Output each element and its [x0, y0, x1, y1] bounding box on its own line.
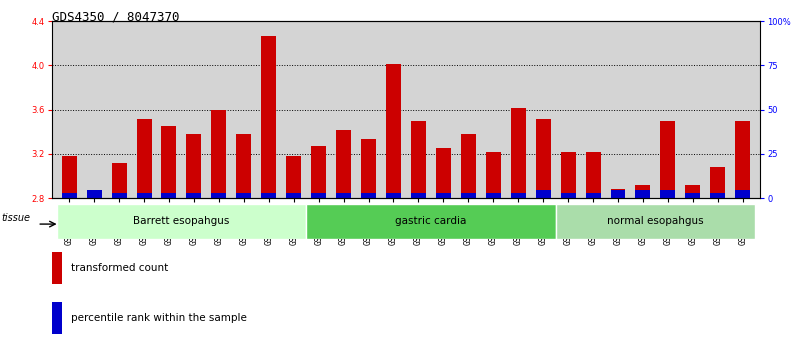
Bar — [236, 134, 252, 198]
Bar — [611, 189, 626, 198]
Bar — [560, 193, 576, 198]
Bar — [436, 193, 451, 198]
Bar — [710, 167, 725, 198]
Bar — [212, 110, 226, 198]
Text: normal esopahgus: normal esopahgus — [607, 216, 704, 226]
Bar — [261, 193, 276, 198]
Bar — [87, 190, 102, 198]
Bar — [736, 190, 750, 198]
Bar — [386, 193, 401, 198]
Bar — [111, 163, 127, 198]
Bar — [736, 121, 750, 198]
Bar — [336, 193, 351, 198]
Bar — [685, 193, 700, 198]
Bar — [386, 64, 401, 198]
Bar — [137, 193, 151, 198]
Bar — [661, 190, 675, 198]
Bar — [685, 185, 700, 198]
Bar — [336, 130, 351, 198]
Bar — [186, 193, 201, 198]
Text: Barrett esopahgus: Barrett esopahgus — [133, 216, 229, 226]
Bar — [186, 134, 201, 198]
Bar — [635, 190, 650, 198]
Bar — [62, 193, 76, 198]
Text: gastric cardia: gastric cardia — [396, 216, 466, 226]
Bar — [87, 194, 102, 198]
Bar — [511, 108, 525, 198]
Bar — [536, 190, 551, 198]
Bar — [306, 204, 556, 239]
Bar — [52, 302, 62, 333]
Bar — [486, 193, 501, 198]
Text: percentile rank within the sample: percentile rank within the sample — [71, 313, 247, 323]
Bar — [511, 193, 525, 198]
Bar — [411, 193, 426, 198]
Bar — [486, 152, 501, 198]
Bar — [62, 156, 76, 198]
Bar — [411, 121, 426, 198]
Bar — [556, 204, 755, 239]
Bar — [710, 193, 725, 198]
Bar — [461, 193, 476, 198]
Bar — [111, 193, 127, 198]
Bar — [586, 152, 600, 198]
Bar — [162, 193, 177, 198]
Bar — [361, 138, 376, 198]
Bar — [536, 119, 551, 198]
Bar — [236, 193, 252, 198]
Bar — [212, 193, 226, 198]
Bar — [436, 148, 451, 198]
Bar — [287, 193, 301, 198]
Bar — [461, 134, 476, 198]
Bar — [311, 193, 326, 198]
Text: transformed count: transformed count — [71, 263, 168, 273]
Bar — [162, 126, 177, 198]
Bar — [635, 185, 650, 198]
Bar — [611, 190, 626, 198]
Bar — [261, 36, 276, 198]
Text: tissue: tissue — [1, 213, 30, 223]
Bar — [311, 146, 326, 198]
Bar — [361, 193, 376, 198]
Bar — [52, 252, 62, 284]
Text: GDS4350 / 8047370: GDS4350 / 8047370 — [52, 11, 179, 24]
Bar — [287, 156, 301, 198]
Bar — [661, 121, 675, 198]
Bar — [137, 119, 151, 198]
Bar — [57, 204, 306, 239]
Bar — [560, 152, 576, 198]
Bar — [586, 193, 600, 198]
